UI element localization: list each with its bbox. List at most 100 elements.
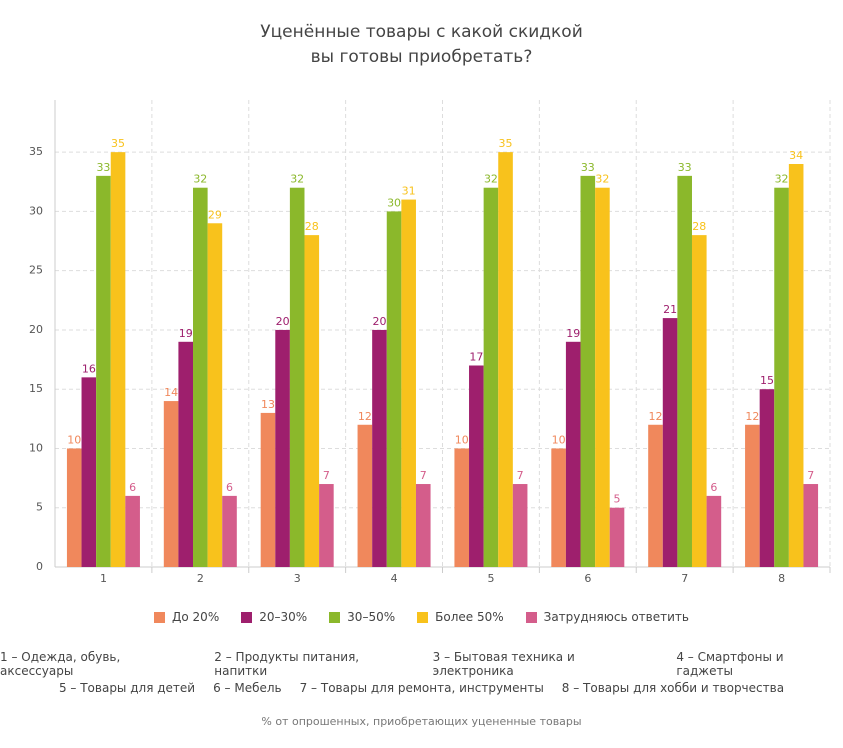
bar xyxy=(110,152,126,567)
bar xyxy=(207,223,223,567)
value-label: 6 xyxy=(226,481,233,494)
value-label: 32 xyxy=(775,173,789,186)
value-label: 10 xyxy=(67,433,81,446)
bar xyxy=(648,424,663,567)
legend-item: 20–30% xyxy=(241,610,307,624)
value-label: 19 xyxy=(566,327,580,340)
bar xyxy=(178,341,194,567)
x-tick-label: 3 xyxy=(294,572,301,585)
bar xyxy=(415,484,431,567)
bar xyxy=(260,412,276,567)
chart: 0510152025303511016333562141932296313203… xyxy=(29,100,831,585)
bar xyxy=(275,329,290,567)
x-tick-label: 4 xyxy=(391,572,398,585)
value-label: 35 xyxy=(499,137,513,150)
bar xyxy=(512,484,528,567)
bar xyxy=(565,341,581,567)
note: 3 – Бытовая техника и электроника xyxy=(432,650,575,678)
bar xyxy=(498,152,513,567)
note: 2 – Продукты питания, напитки xyxy=(214,650,360,678)
chart-title: Уценённые товары с какой скидкой вы гото… xyxy=(260,22,583,67)
x-tick-label: 8 xyxy=(778,572,785,585)
value-label: 16 xyxy=(82,362,96,375)
legend-swatch xyxy=(417,611,429,623)
value-label: 20 xyxy=(372,315,386,328)
bar xyxy=(609,507,625,567)
x-tick-label: 7 xyxy=(681,572,688,585)
value-label: 33 xyxy=(678,161,692,174)
bar xyxy=(222,495,237,567)
value-label: 33 xyxy=(581,161,595,174)
bar xyxy=(81,377,97,567)
y-tick-label: 30 xyxy=(29,204,43,217)
legend-label: 30–50% xyxy=(347,610,396,624)
value-label: 30 xyxy=(387,196,401,209)
value-label: 17 xyxy=(469,351,483,364)
value-label: 7 xyxy=(420,469,427,482)
bar xyxy=(662,318,678,567)
note-line: 1 – Одежда, обувь, аксессуары 2 – Продукт… xyxy=(0,650,843,678)
legend-item: До 20% xyxy=(154,610,219,624)
bar xyxy=(580,175,596,568)
bar xyxy=(193,187,208,567)
legend-item: 30–50% xyxy=(329,610,395,624)
note-line: 5 – Товары для детей 6 – Мебель 7 – Товары… xyxy=(0,676,843,700)
value-label: 7 xyxy=(323,469,330,482)
bar xyxy=(691,235,707,567)
value-label: 34 xyxy=(789,149,803,162)
value-label: 10 xyxy=(455,433,469,446)
bar xyxy=(551,448,566,567)
bar xyxy=(163,401,179,567)
y-tick-label: 10 xyxy=(29,441,43,454)
value-label: 32 xyxy=(484,173,498,186)
x-tick-label: 6 xyxy=(584,572,591,585)
bar xyxy=(125,495,140,567)
y-tick-label: 25 xyxy=(29,264,43,277)
value-label: 32 xyxy=(595,173,609,186)
legend-swatch xyxy=(154,611,166,623)
y-tick-label: 15 xyxy=(29,382,43,395)
legend-swatch xyxy=(329,611,341,623)
x-tick-label: 1 xyxy=(100,572,107,585)
value-label: 35 xyxy=(111,137,125,150)
x-tick-label: 2 xyxy=(197,572,204,585)
value-label: 32 xyxy=(193,173,207,186)
x-tick-label: 5 xyxy=(487,572,494,585)
bar xyxy=(96,175,111,568)
bar xyxy=(319,484,334,567)
value-label: 5 xyxy=(614,493,621,506)
legend-item: Затрудняюсь ответить xyxy=(525,610,689,624)
value-label: 14 xyxy=(164,386,178,399)
value-label: 19 xyxy=(179,327,193,340)
value-label: 28 xyxy=(305,220,319,233)
legend-label: До 20% xyxy=(172,610,220,624)
note: 8 – Товары для хобби и творчества xyxy=(561,681,785,695)
bar xyxy=(759,389,775,567)
value-label: 21 xyxy=(663,303,677,316)
value-label: 6 xyxy=(129,481,136,494)
legend-label: 20–30% xyxy=(259,610,308,624)
value-label: 6 xyxy=(710,481,717,494)
legend: До 20% 20–30% 30–50% Более 50% Затрудняюсь о… xyxy=(0,610,843,624)
value-label: 12 xyxy=(358,410,372,423)
bar xyxy=(706,495,722,567)
value-label: 7 xyxy=(807,469,814,482)
bar xyxy=(401,199,416,567)
value-label: 20 xyxy=(276,315,290,328)
bar xyxy=(469,365,484,567)
bar xyxy=(386,211,402,567)
bar xyxy=(595,187,610,567)
value-label: 12 xyxy=(648,410,662,423)
value-label: 7 xyxy=(517,469,524,482)
bar xyxy=(774,187,789,567)
value-label: 32 xyxy=(290,173,304,186)
note: 5 – Товары для детей xyxy=(58,681,196,695)
y-tick-label: 0 xyxy=(36,560,43,573)
value-label: 12 xyxy=(745,410,759,423)
y-tick-label: 35 xyxy=(29,145,43,158)
value-label: 31 xyxy=(402,185,416,198)
y-tick-label: 5 xyxy=(36,501,43,514)
bar xyxy=(66,448,82,567)
bar xyxy=(788,164,804,568)
